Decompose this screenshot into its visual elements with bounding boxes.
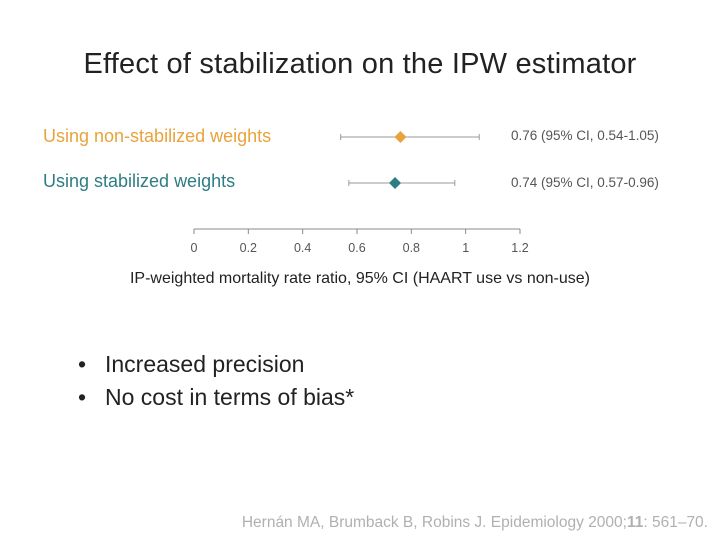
citation-authors: Hernán MA, Brumback B, Robins J. Epidemi… — [241, 514, 627, 531]
x-tick-label: 0.6 — [348, 241, 365, 255]
x-tick-label: 0 — [191, 241, 198, 255]
citation: Hernán MA, Brumback B, Robins J. Epidemi… — [242, 514, 708, 532]
row-label-stabilized: Using stabilized weights — [43, 171, 236, 191]
estimate-diamond — [389, 177, 402, 189]
x-tick-label: 1.2 — [511, 241, 528, 255]
estimate-diamond — [394, 131, 407, 143]
x-tick-label: 0.8 — [403, 241, 420, 255]
slide-title: Effect of stabilization on the IPW estim… — [83, 48, 637, 80]
row-label-non-stabilized: Using non-stabilized weights — [43, 126, 272, 146]
bullet-dot: • — [78, 351, 87, 377]
citation-pages: : 561–70. — [643, 514, 708, 531]
bullet-list: • Increased precision • No cost in terms o… — [78, 348, 354, 414]
x-tick-label: 0.2 — [240, 241, 257, 255]
bullet-text-bias: No cost in terms of bias* — [105, 384, 355, 410]
bullet-text-precision: Increased precision — [105, 351, 305, 377]
x-axis-label: IP-weighted mortality rate ratio, 95% CI… — [129, 270, 591, 287]
x-tick-label: 1 — [462, 241, 469, 255]
x-tick-label: 0.4 — [294, 241, 311, 255]
bullet-item: • No cost in terms of bias* — [78, 381, 354, 414]
ci-text-stabilized: 0.74 (95% CI, 0.57-0.96) — [511, 175, 659, 190]
bullet-dot: • — [78, 384, 87, 410]
ci-text-non-stabilized: 0.76 (95% CI, 0.54-1.05) — [511, 128, 659, 143]
bullet-item: • Increased precision — [78, 348, 354, 381]
citation-volume: 11 — [626, 514, 644, 531]
